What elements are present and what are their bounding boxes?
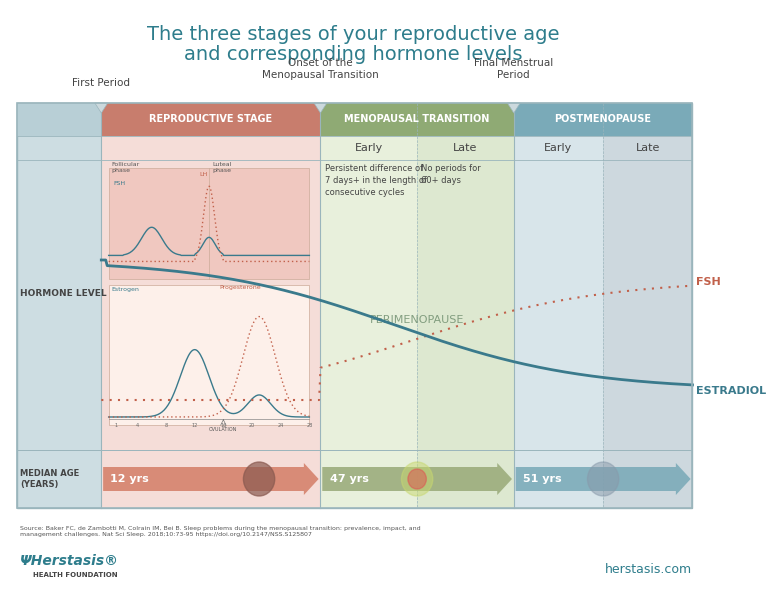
Text: herstasis.com: herstasis.com xyxy=(605,563,693,576)
Text: Follicular
phase: Follicular phase xyxy=(111,162,140,173)
Text: Luteal
phase: Luteal phase xyxy=(213,162,232,173)
Text: FSH: FSH xyxy=(696,277,721,286)
Text: MEDIAN AGE
(YEARS): MEDIAN AGE (YEARS) xyxy=(20,469,80,489)
Text: 20: 20 xyxy=(249,423,255,428)
Polygon shape xyxy=(103,463,319,495)
FancyBboxPatch shape xyxy=(514,103,693,136)
Text: The three stages of your reproductive age: The three stages of your reproductive ag… xyxy=(147,25,560,44)
FancyBboxPatch shape xyxy=(108,285,310,425)
Text: 51 yrs: 51 yrs xyxy=(523,474,561,484)
FancyBboxPatch shape xyxy=(17,103,693,508)
FancyBboxPatch shape xyxy=(108,168,310,279)
FancyBboxPatch shape xyxy=(320,136,417,508)
Text: 8: 8 xyxy=(164,423,167,428)
FancyBboxPatch shape xyxy=(320,103,514,136)
Text: Persistent difference of
7 days+ in the length of
consecutive cycles: Persistent difference of 7 days+ in the … xyxy=(325,164,427,197)
Circle shape xyxy=(402,462,433,496)
Text: Late: Late xyxy=(636,143,660,153)
Text: and corresponding hormone levels: and corresponding hormone levels xyxy=(184,46,523,65)
Polygon shape xyxy=(323,463,512,495)
Text: Late: Late xyxy=(453,143,478,153)
FancyBboxPatch shape xyxy=(603,136,693,508)
FancyBboxPatch shape xyxy=(514,136,693,160)
FancyBboxPatch shape xyxy=(417,136,514,508)
Text: Source: Baker FC, de Zambotti M, Colrain IM, Bei B. Sleep problems during the me: Source: Baker FC, de Zambotti M, Colrain… xyxy=(20,526,421,537)
Text: PERIMENOPAUSE: PERIMENOPAUSE xyxy=(370,315,465,325)
Text: Early: Early xyxy=(545,143,573,153)
FancyBboxPatch shape xyxy=(101,136,320,508)
Circle shape xyxy=(408,469,426,489)
Text: Early: Early xyxy=(355,143,383,153)
Circle shape xyxy=(243,462,275,496)
Text: POSTMENOPAUSE: POSTMENOPAUSE xyxy=(554,114,651,125)
Text: Estrogen: Estrogen xyxy=(111,286,139,292)
Text: 47 yrs: 47 yrs xyxy=(329,474,369,484)
FancyBboxPatch shape xyxy=(17,103,693,136)
Text: HORMONE LEVEL: HORMONE LEVEL xyxy=(20,289,107,298)
Text: 24: 24 xyxy=(277,423,284,428)
Polygon shape xyxy=(94,103,108,113)
Text: ESTRADIOL: ESTRADIOL xyxy=(696,386,766,396)
Text: 1: 1 xyxy=(114,423,118,428)
Polygon shape xyxy=(508,103,520,113)
Text: 12: 12 xyxy=(191,423,198,428)
Text: FSH: FSH xyxy=(113,181,125,186)
Text: ΨHerstasis®: ΨHerstasis® xyxy=(20,554,119,568)
Text: OVULATION: OVULATION xyxy=(209,427,237,432)
Text: REPRODUCTIVE STAGE: REPRODUCTIVE STAGE xyxy=(149,114,273,125)
Text: No periods for
60+ days: No periods for 60+ days xyxy=(421,164,481,185)
Text: First Period: First Period xyxy=(72,78,131,88)
Text: 12 yrs: 12 yrs xyxy=(111,474,149,484)
Polygon shape xyxy=(314,103,327,113)
Text: Final Menstrual
Period: Final Menstrual Period xyxy=(474,58,554,80)
Text: HEALTH FOUNDATION: HEALTH FOUNDATION xyxy=(33,572,118,578)
FancyBboxPatch shape xyxy=(101,103,320,136)
Text: MENOPAUSAL TRANSITION: MENOPAUSAL TRANSITION xyxy=(344,114,490,125)
Text: 4: 4 xyxy=(136,423,139,428)
Text: LH: LH xyxy=(200,172,208,177)
Polygon shape xyxy=(515,463,690,495)
Text: 16: 16 xyxy=(220,423,227,428)
Text: 28: 28 xyxy=(306,423,313,428)
Circle shape xyxy=(588,462,619,496)
FancyBboxPatch shape xyxy=(320,136,514,160)
FancyBboxPatch shape xyxy=(514,136,603,508)
Text: Progesterone: Progesterone xyxy=(219,285,260,289)
Text: Onset of the
Menopausal Transition: Onset of the Menopausal Transition xyxy=(262,58,379,80)
